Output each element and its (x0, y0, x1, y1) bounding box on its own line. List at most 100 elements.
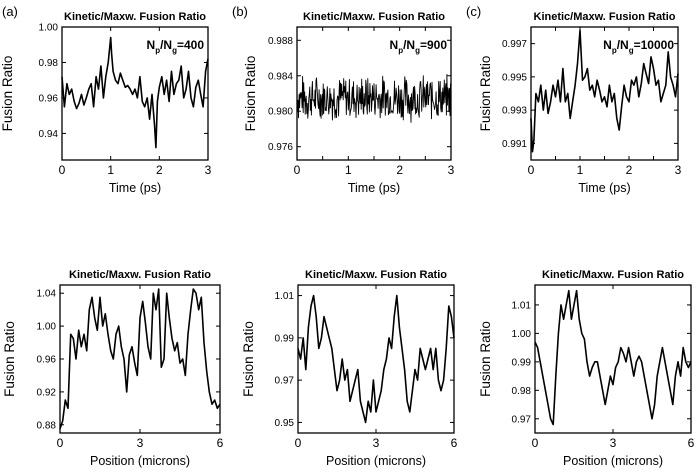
chart-title: Kinetic/Maxw. Fusion Ratio (534, 11, 676, 23)
y-tick-label: 1.00 (37, 322, 57, 333)
y-axis-label: Fusion Ratio (2, 321, 17, 397)
y-tick-label: 0.98 (39, 58, 59, 69)
y-tick-label: 0.97 (275, 376, 295, 387)
annotation-sub2: g (415, 46, 420, 55)
x-axis-label: Time (ps) (348, 181, 400, 195)
panel-label-c: (c) (466, 4, 481, 19)
chart-title: Kinetic/Maxw. Fusion Ratio (69, 269, 211, 281)
y-tick-label: 0.99 (275, 333, 295, 344)
annotation-sub1: p (155, 46, 160, 55)
y-tick-label: 1.04 (37, 289, 57, 300)
panel-label-a: (a) (2, 4, 18, 19)
y-tick-label: 0.988 (268, 36, 293, 47)
y-tick-label: 0.96 (39, 93, 59, 104)
series-line (530, 29, 679, 153)
chart-title: Kinetic/Maxw. Fusion Ratio (542, 269, 684, 281)
annotation-sub1: p (612, 46, 617, 55)
y-tick-label: 0.991 (502, 139, 527, 150)
y-tick-label: 1.00 (512, 329, 532, 340)
x-tick-label: 1 (345, 163, 352, 177)
x-tick-label: 1 (107, 163, 114, 177)
y-tick-label: 0.97 (512, 414, 532, 425)
chart-top-c: Kinetic/Maxw. Fusion Ratio 0 1 2 3 0.991 0.993… (478, 11, 682, 195)
series-line (61, 36, 209, 149)
y-tick-label: 0.88 (37, 420, 57, 431)
series-line (296, 73, 452, 123)
y-axis-label: Fusion Ratio (478, 56, 493, 132)
annotation-mid: /N (403, 38, 415, 52)
plot-frame (534, 284, 692, 434)
x-tick-label: 3 (373, 436, 380, 450)
chart-bottom-b: Kinetic/Maxw. Fusion Ratio 0 3 6 0.95 0.97 0.9… (241, 269, 458, 468)
chart-title: Kinetic/Maxw. Fusion Ratio (64, 11, 206, 23)
x-tick-label: 0 (59, 163, 66, 177)
x-tick-label: 6 (451, 436, 458, 450)
charts-layer: Kinetic/Maxw. Fusion Ratio 0 1 2 3 0.94 0.96 0.… (0, 11, 695, 468)
x-axis-label: Position (microns) (326, 454, 426, 468)
annotation-tail: =10000 (634, 38, 675, 52)
x-tick-label: 3 (205, 163, 212, 177)
x-tick-label: 0 (532, 436, 539, 450)
y-tick-label: 0.997 (502, 39, 527, 50)
x-tick-label: 2 (626, 163, 633, 177)
annotation-mid: /N (160, 38, 172, 52)
y-tick-label: 0.976 (268, 142, 293, 153)
series-line (534, 289, 692, 426)
y-axis-label: Fusion Ratio (478, 321, 493, 397)
annotation-sub1: p (398, 46, 403, 55)
x-tick-label: 6 (217, 436, 224, 450)
chart-bottom-c: Kinetic/Maxw. Fusion Ratio 0 3 6 0.97 0.98 0.9… (478, 269, 695, 468)
y-tick-label: 0.99 (512, 357, 532, 368)
x-axis-label: Time (ps) (578, 181, 630, 195)
chart-top-b: Kinetic/Maxw. Fusion Ratio 0 1 2 3 0.976 0.980… (243, 11, 455, 195)
x-tick-label: 0 (528, 163, 535, 177)
x-axis-label: Position (microns) (563, 454, 663, 468)
y-tick-label: 0.94 (39, 129, 59, 140)
y-tick-label: 0.96 (37, 355, 57, 366)
annotation-main: N (147, 38, 156, 52)
series-line (297, 294, 455, 424)
x-tick-label: 3 (610, 436, 617, 450)
chart-top-a: Kinetic/Maxw. Fusion Ratio 0 1 2 3 0.94 0.96 0.… (0, 11, 212, 195)
x-tick-label: 3 (448, 163, 455, 177)
y-tick-label: 1.01 (275, 291, 295, 302)
y-tick-label: 0.980 (268, 107, 293, 118)
annotation-sub2: g (172, 46, 177, 55)
x-tick-label: 0 (294, 163, 301, 177)
y-tick-label: 0.98 (512, 386, 532, 397)
np-ng-annotation: Np/Ng=900 (390, 38, 448, 55)
np-ng-annotation: Np/Ng=400 (147, 38, 205, 55)
annotation-tail: =900 (420, 38, 447, 52)
annotation-mid: /N (617, 38, 629, 52)
y-tick-label: 1.01 (512, 300, 532, 311)
y-axis-label: Fusion Ratio (0, 56, 15, 132)
y-axis-label: Fusion Ratio (243, 56, 258, 132)
chart-title: Kinetic/Maxw. Fusion Ratio (303, 11, 445, 23)
y-tick-label: 0.984 (268, 71, 293, 82)
y-axis-label: Fusion Ratio (241, 321, 256, 397)
y-tick-label: 0.995 (502, 72, 527, 83)
x-axis-label: Time (ps) (109, 181, 161, 195)
chart-bottom-a: Kinetic/Maxw. Fusion Ratio 0 3 6 0.88 0.92 0.9… (2, 269, 224, 468)
y-tick-label: 1.00 (39, 23, 59, 34)
y-tick-label: 0.95 (275, 418, 295, 429)
x-axis-label: Position (microns) (90, 454, 190, 468)
annotation-sub2: g (629, 46, 634, 55)
plot-frame (61, 26, 209, 161)
x-tick-label: 3 (137, 436, 144, 450)
x-tick-label: 1 (577, 163, 584, 177)
x-tick-label: 2 (156, 163, 163, 177)
annotation-main: N (603, 38, 612, 52)
chart-title: Kinetic/Maxw. Fusion Ratio (305, 269, 447, 281)
annotation-main: N (390, 38, 399, 52)
annotation-tail: =400 (177, 38, 204, 52)
np-ng-annotation: Np/Ng=10000 (603, 38, 674, 55)
x-tick-label: 2 (396, 163, 403, 177)
x-tick-label: 6 (688, 436, 695, 450)
panel-label-b: (b) (232, 4, 248, 19)
y-tick-label: 0.993 (502, 106, 527, 117)
series-line (59, 288, 221, 430)
plot-frame (59, 284, 221, 434)
x-tick-label: 0 (295, 436, 302, 450)
